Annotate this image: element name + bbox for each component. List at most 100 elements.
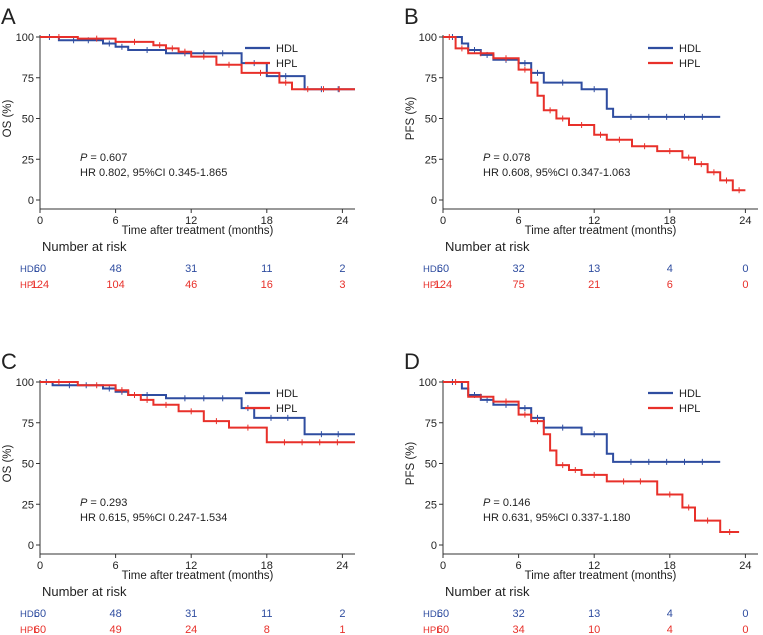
p-label: P xyxy=(483,152,491,164)
risk-row-label-hpl: HPL xyxy=(20,280,38,291)
panel-letter: C xyxy=(1,349,17,374)
risk-count: 124 xyxy=(434,279,452,291)
x-tick-label: 0 xyxy=(37,560,43,572)
y-tick-label: 100 xyxy=(16,377,34,389)
p-label: P xyxy=(483,497,491,509)
risk-count: 11 xyxy=(261,263,272,275)
p-value-text: P = 0.293 xyxy=(80,497,127,509)
risk-count: 60 xyxy=(34,608,46,620)
x-tick-label: 24 xyxy=(336,560,348,572)
legend-label-hdl: HDL xyxy=(679,388,701,400)
risk-count: 60 xyxy=(437,624,449,635)
x-tick-label: 0 xyxy=(440,560,446,572)
risk-count: 2 xyxy=(339,263,345,275)
risk-count: 31 xyxy=(185,263,197,275)
hr-text: HR 0.608, 95%CI 0.347-1.063 xyxy=(483,167,630,179)
series-line-hdl xyxy=(40,36,355,91)
y-tick-label: 75 xyxy=(22,73,34,85)
p-value: = 0.146 xyxy=(490,497,530,509)
risk-count: 0 xyxy=(742,279,748,291)
risk-count: 124 xyxy=(31,279,49,291)
risk-table-title: Number at risk xyxy=(42,584,127,599)
risk-row-label-hpl: HPL xyxy=(20,625,38,635)
y-tick-label: 50 xyxy=(22,114,34,126)
risk-count: 1 xyxy=(339,624,345,635)
y-tick-label: 0 xyxy=(28,540,34,552)
y-axis-title: OS (%) xyxy=(2,99,14,137)
risk-count: 104 xyxy=(106,279,124,291)
risk-count: 60 xyxy=(437,263,449,275)
y-axis-title: PFS (%) xyxy=(405,442,417,486)
risk-table-title: Number at risk xyxy=(445,584,530,599)
risk-count: 48 xyxy=(109,263,121,275)
legend-label-hdl: HDL xyxy=(276,43,298,55)
risk-row-label-hdl: HDL xyxy=(20,609,39,620)
x-axis-title: Time after treatment (months) xyxy=(122,225,274,237)
x-tick-label: 12 xyxy=(588,215,600,227)
y-tick-label: 100 xyxy=(16,32,34,44)
panel-letter: D xyxy=(404,349,420,374)
y-tick-label: 25 xyxy=(425,499,437,511)
hr-text: HR 0.615, 95%CI 0.247-1.534 xyxy=(80,512,227,524)
x-tick-label: 6 xyxy=(516,560,522,572)
x-tick-label: 24 xyxy=(739,560,751,572)
x-tick-label: 12 xyxy=(185,560,197,572)
risk-count: 21 xyxy=(588,279,600,291)
risk-count: 49 xyxy=(109,624,121,635)
legend-label-hdl: HDL xyxy=(276,388,298,400)
x-tick-label: 24 xyxy=(336,215,348,227)
x-axis-title: Time after treatment (months) xyxy=(525,225,677,237)
x-tick-label: 18 xyxy=(261,215,273,227)
y-tick-label: 75 xyxy=(22,418,34,430)
y-tick-label: 0 xyxy=(28,195,34,207)
x-tick-label: 0 xyxy=(37,215,43,227)
risk-count: 13 xyxy=(588,608,600,620)
hr-text: HR 0.802, 95%CI 0.345-1.865 xyxy=(80,167,227,179)
risk-count: 0 xyxy=(742,624,748,635)
y-axis-title: OS (%) xyxy=(2,444,14,482)
y-tick-label: 25 xyxy=(425,154,437,166)
p-label: P xyxy=(80,497,88,509)
risk-count: 4 xyxy=(667,624,673,635)
y-tick-label: 25 xyxy=(22,154,34,166)
legend-label-hpl: HPL xyxy=(276,403,297,415)
y-tick-label: 100 xyxy=(419,32,437,44)
y-tick-label: 25 xyxy=(22,499,34,511)
risk-count: 32 xyxy=(512,608,524,620)
risk-count: 4 xyxy=(667,263,673,275)
p-label: P xyxy=(80,152,88,164)
y-tick-label: 50 xyxy=(22,459,34,471)
y-tick-label: 100 xyxy=(419,377,437,389)
x-tick-label: 6 xyxy=(113,215,119,227)
series-line-hpl xyxy=(40,36,355,91)
p-value: = 0.293 xyxy=(87,497,127,509)
risk-count: 8 xyxy=(264,624,270,635)
p-value: = 0.078 xyxy=(490,152,530,164)
risk-count: 4 xyxy=(667,608,673,620)
p-value-text: P = 0.078 xyxy=(483,152,530,164)
risk-count: 6 xyxy=(667,279,673,291)
x-tick-label: 18 xyxy=(664,215,676,227)
y-tick-label: 50 xyxy=(425,114,437,126)
risk-count: 46 xyxy=(185,279,197,291)
x-tick-label: 0 xyxy=(440,215,446,227)
risk-count: 16 xyxy=(261,279,273,291)
x-tick-label: 12 xyxy=(588,560,600,572)
risk-count: 60 xyxy=(34,624,46,635)
x-tick-label: 6 xyxy=(113,560,119,572)
risk-count: 2 xyxy=(339,608,345,620)
y-tick-label: 0 xyxy=(431,195,437,207)
risk-count: 3 xyxy=(339,279,345,291)
risk-row-label-hpl: HPL xyxy=(423,625,441,635)
panel-a: A 0 25 50 75 100 0 6 12 18 24 Time after treatment … xyxy=(1,4,355,291)
x-tick-label: 24 xyxy=(739,215,751,227)
x-tick-label: 6 xyxy=(516,215,522,227)
x-tick-label: 18 xyxy=(261,560,273,572)
y-axis-title: PFS (%) xyxy=(405,97,417,141)
risk-count: 13 xyxy=(588,263,600,275)
risk-row-label-hdl: HDL xyxy=(423,609,442,620)
risk-count: 75 xyxy=(512,279,524,291)
risk-count: 60 xyxy=(34,263,46,275)
